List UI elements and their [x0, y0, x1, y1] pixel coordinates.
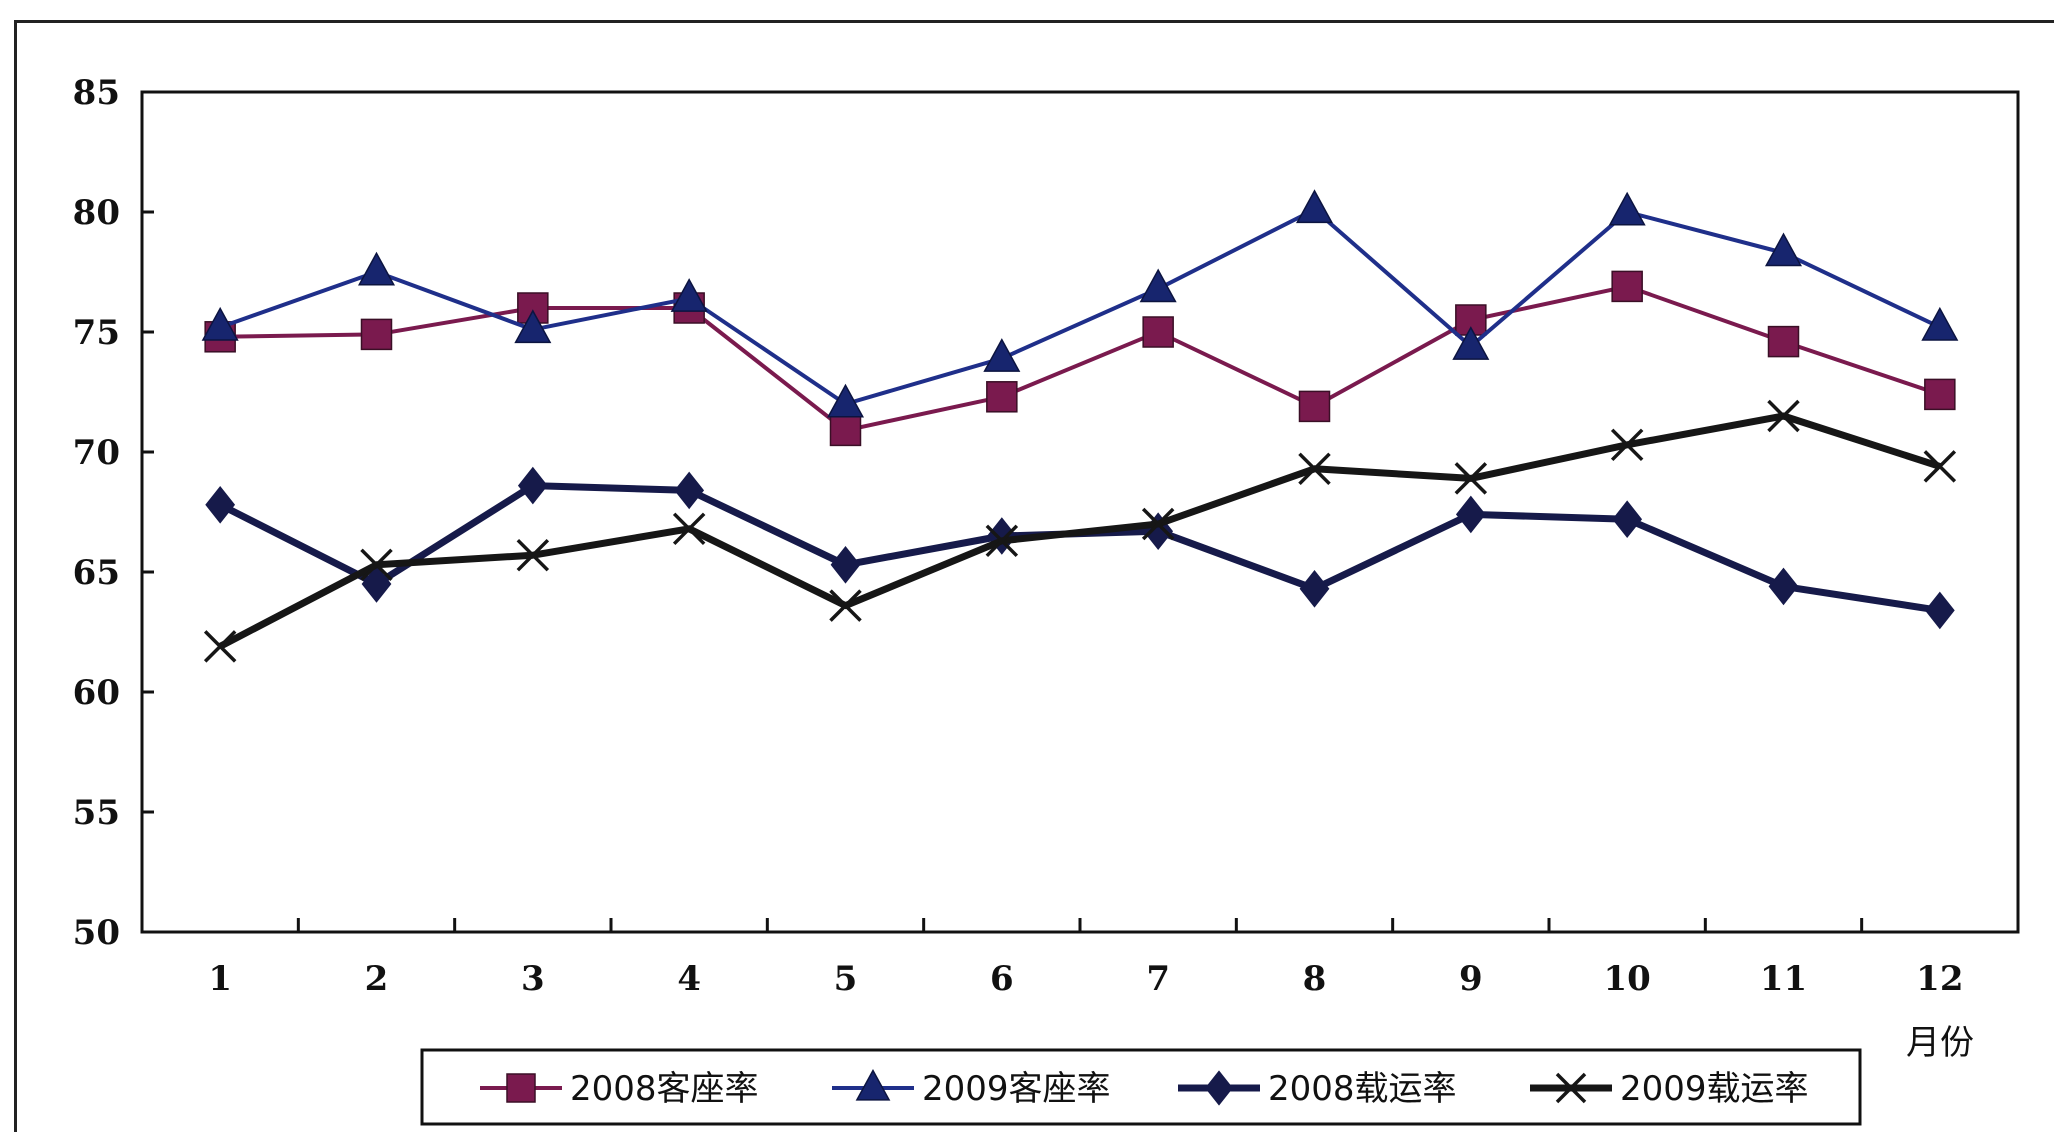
data-point-triangle — [1295, 189, 1334, 224]
x-tick-label: 6 — [990, 959, 1014, 999]
series-line — [218, 412, 1941, 650]
data-point-x — [985, 524, 1019, 558]
data-point-diamond — [1768, 567, 1799, 606]
x-tick-label: 3 — [521, 959, 545, 999]
data-point-triangle — [201, 306, 239, 341]
series-layer — [201, 189, 1959, 663]
series-4 — [203, 399, 1957, 663]
legend-marker-x — [1555, 1072, 1587, 1104]
series-line — [220, 284, 1941, 433]
data-point-triangle — [514, 309, 552, 344]
y-axis: 50 55 60 65 70 75 80 85 — [73, 73, 154, 953]
x-tick-label: 2 — [365, 959, 389, 999]
data-point-triangle — [1139, 268, 1177, 303]
legend-marker-diamond — [1205, 1070, 1233, 1106]
data-point-x — [516, 538, 550, 572]
legend-label: 2009载运率 — [1620, 1069, 1809, 1109]
x-tick-label: 7 — [1146, 959, 1170, 999]
y-tick-label: 50 — [73, 913, 120, 953]
data-point-diamond — [205, 485, 236, 524]
data-point-x — [829, 589, 862, 622]
series-line — [218, 482, 1941, 614]
data-point-diamond — [1924, 591, 1955, 630]
series-3 — [205, 466, 1955, 630]
data-point-triangle — [1608, 191, 1646, 226]
data-point-diamond — [1455, 495, 1486, 534]
data-point-x — [1298, 452, 1331, 486]
x-tick-label: 5 — [834, 959, 858, 999]
x-tick-label: 9 — [1459, 959, 1483, 999]
data-point-x — [672, 512, 706, 546]
plot-area — [140, 90, 2020, 934]
data-point-x — [1610, 428, 1644, 462]
series-2 — [201, 189, 1959, 418]
data-point-diamond — [830, 545, 861, 584]
data-point-diamond — [1612, 500, 1643, 539]
data-point-triangle — [826, 383, 865, 418]
series-line — [219, 207, 1941, 406]
data-point-square — [829, 414, 862, 447]
x-tick-label: 10 — [1604, 959, 1651, 999]
legend-marker-triangle — [855, 1068, 891, 1101]
legend: 2008客座率 2009客座率 2008载运率 2009载运率 — [420, 1048, 1862, 1126]
y-tick-label: 60 — [73, 673, 120, 713]
data-point-triangle — [983, 338, 1021, 372]
x-axis-title: 月份 — [1906, 1023, 1974, 1063]
data-point-triangle — [1452, 326, 1490, 360]
legend-marker-square — [506, 1073, 536, 1103]
data-point-square — [360, 318, 393, 351]
data-point-diamond — [674, 471, 705, 510]
legend-box — [420, 1048, 1862, 1126]
y-tick-label: 80 — [73, 193, 120, 233]
data-point-diamond — [1299, 569, 1330, 608]
data-point-diamond — [361, 565, 392, 603]
x-axis: 1 2 3 4 5 6 7 8 9 10 11 12 — [208, 918, 1963, 999]
data-point-x — [1454, 462, 1488, 495]
y-tick-label: 65 — [73, 553, 120, 593]
data-point-diamond — [517, 466, 548, 505]
data-point-triangle — [357, 251, 396, 286]
x-tick-label: 4 — [677, 959, 701, 999]
data-point-square — [1611, 270, 1643, 303]
series-1 — [204, 270, 1956, 447]
data-point-square — [1298, 390, 1331, 423]
data-point-x — [1141, 507, 1175, 541]
data-point-x — [203, 630, 237, 663]
data-point-square — [1767, 325, 1800, 358]
data-point-x — [1767, 399, 1800, 433]
data-point-x — [1923, 450, 1957, 483]
y-tick-label: 85 — [73, 73, 120, 113]
legend-label: 2008载运率 — [1268, 1069, 1457, 1109]
legend-label: 2009客座率 — [922, 1069, 1111, 1109]
data-point-square — [1924, 378, 1956, 411]
y-tick-label: 75 — [73, 313, 120, 353]
data-point-square — [1142, 316, 1174, 348]
x-tick-label: 11 — [1760, 959, 1807, 999]
y-tick-label: 55 — [73, 793, 120, 833]
data-point-triangle — [1764, 232, 1803, 267]
data-point-x — [360, 548, 393, 582]
data-point-triangle — [1921, 306, 1959, 341]
data-point-triangle — [670, 278, 708, 312]
x-tick-label: 1 — [208, 959, 232, 999]
chart-frame — [14, 20, 2054, 1132]
x-tick-label: 8 — [1303, 959, 1327, 999]
legend-label: 2008客座率 — [570, 1069, 759, 1109]
y-tick-label: 70 — [73, 433, 120, 473]
x-tick-label: 12 — [1916, 959, 1963, 999]
data-point-square — [986, 381, 1018, 413]
